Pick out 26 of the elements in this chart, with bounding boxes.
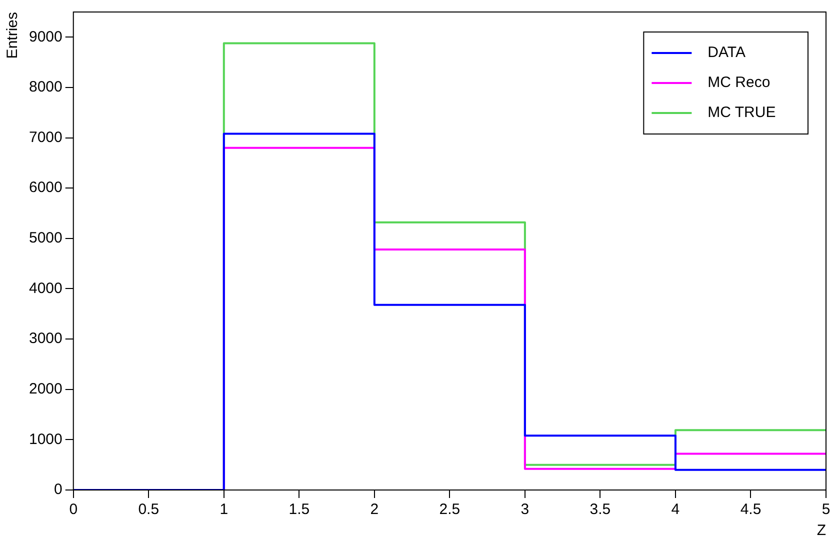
x-tick-label: 3.5 (590, 501, 611, 518)
legend-label: DATA (708, 44, 746, 62)
y-tick-label: 2000 (28, 380, 62, 398)
legend-label: MC Reco (708, 74, 770, 92)
y-axis-title: Entries (4, 12, 22, 59)
x-axis-title: Z (816, 522, 826, 540)
x-tick-label: 5 (822, 501, 830, 518)
x-tick-label: 4 (671, 501, 680, 518)
x-tick-label: 3 (520, 501, 530, 518)
y-tick-label: 3000 (28, 330, 62, 348)
y-tick-label: 4000 (28, 280, 62, 297)
x-tick-label: 1 (220, 501, 228, 518)
y-tick-label: 7000 (28, 128, 62, 146)
y-tick-label: 0 (54, 481, 62, 498)
legend-label: MC TRUE (708, 104, 776, 122)
x-tick-label: 1.5 (288, 501, 310, 518)
x-tick-label: 0.5 (138, 501, 160, 518)
x-tick-label: 2.5 (439, 501, 460, 518)
y-tick-label: 8000 (28, 78, 62, 96)
x-tick-label: 4.5 (740, 501, 762, 518)
x-tick-label: 0 (69, 501, 78, 518)
y-tick-label: 6000 (28, 179, 62, 196)
y-tick-label: 9000 (28, 28, 62, 46)
y-tick-label: 1000 (28, 430, 62, 448)
y-tick-label: 5000 (28, 230, 62, 247)
x-tick-label: 2 (370, 501, 379, 518)
